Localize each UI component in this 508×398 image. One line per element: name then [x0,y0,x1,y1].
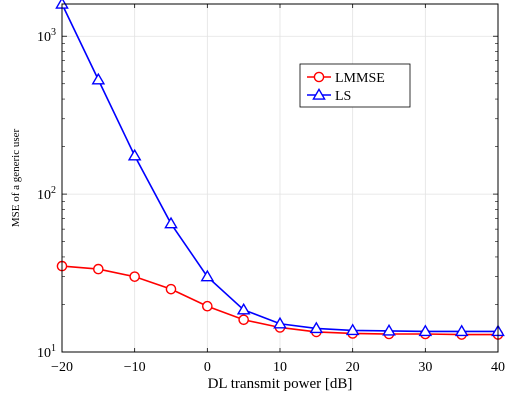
series-ls [55,0,505,337]
data-point-lmmse [202,300,213,312]
x-axis-label: DL transmit power [dB] [208,376,353,392]
y-tick-label: 102 [37,185,56,203]
data-point-lmmse [238,314,249,326]
y-axis-label: MSE of a generic user [10,128,22,227]
data-point-ls [273,316,287,329]
legend-box [299,63,411,108]
data-point-ls [200,269,215,282]
data-point-ls [345,323,360,336]
legend-label-ls: LS [335,89,351,104]
data-point-ls [236,302,251,315]
x-tick-label: 10 [273,360,287,375]
x-tick-label: 0 [204,360,211,375]
data-point-ls [91,72,106,85]
data-point-ls [454,324,469,337]
data-point-ls [382,323,396,336]
legend-marker-ls [312,88,326,100]
data-point-lmmse [129,271,140,282]
y-tick-label: 103 [37,27,56,45]
y-tick-label: 101 [37,343,56,361]
x-tick-label: 40 [491,360,505,375]
x-tick-label: 30 [418,360,432,375]
x-tick-label: 20 [346,360,360,375]
x-tick-label: −10 [124,360,146,375]
data-point-ls [309,321,324,334]
legend-marker-lmmse [313,71,325,83]
x-tick-label: −20 [51,360,73,375]
data-point-ls [418,324,433,337]
grid [61,4,499,353]
data-point-lmmse [93,263,104,275]
data-point-ls [164,216,178,229]
legend: LMMSE LS [299,63,411,108]
data-point-ls [127,148,142,161]
axis-ticks: −20 −10 0 10 20 30 40 101 102 103 [37,4,505,375]
legend-label-lmmse: LMMSE [335,71,385,86]
data-point-lmmse [165,283,177,295]
